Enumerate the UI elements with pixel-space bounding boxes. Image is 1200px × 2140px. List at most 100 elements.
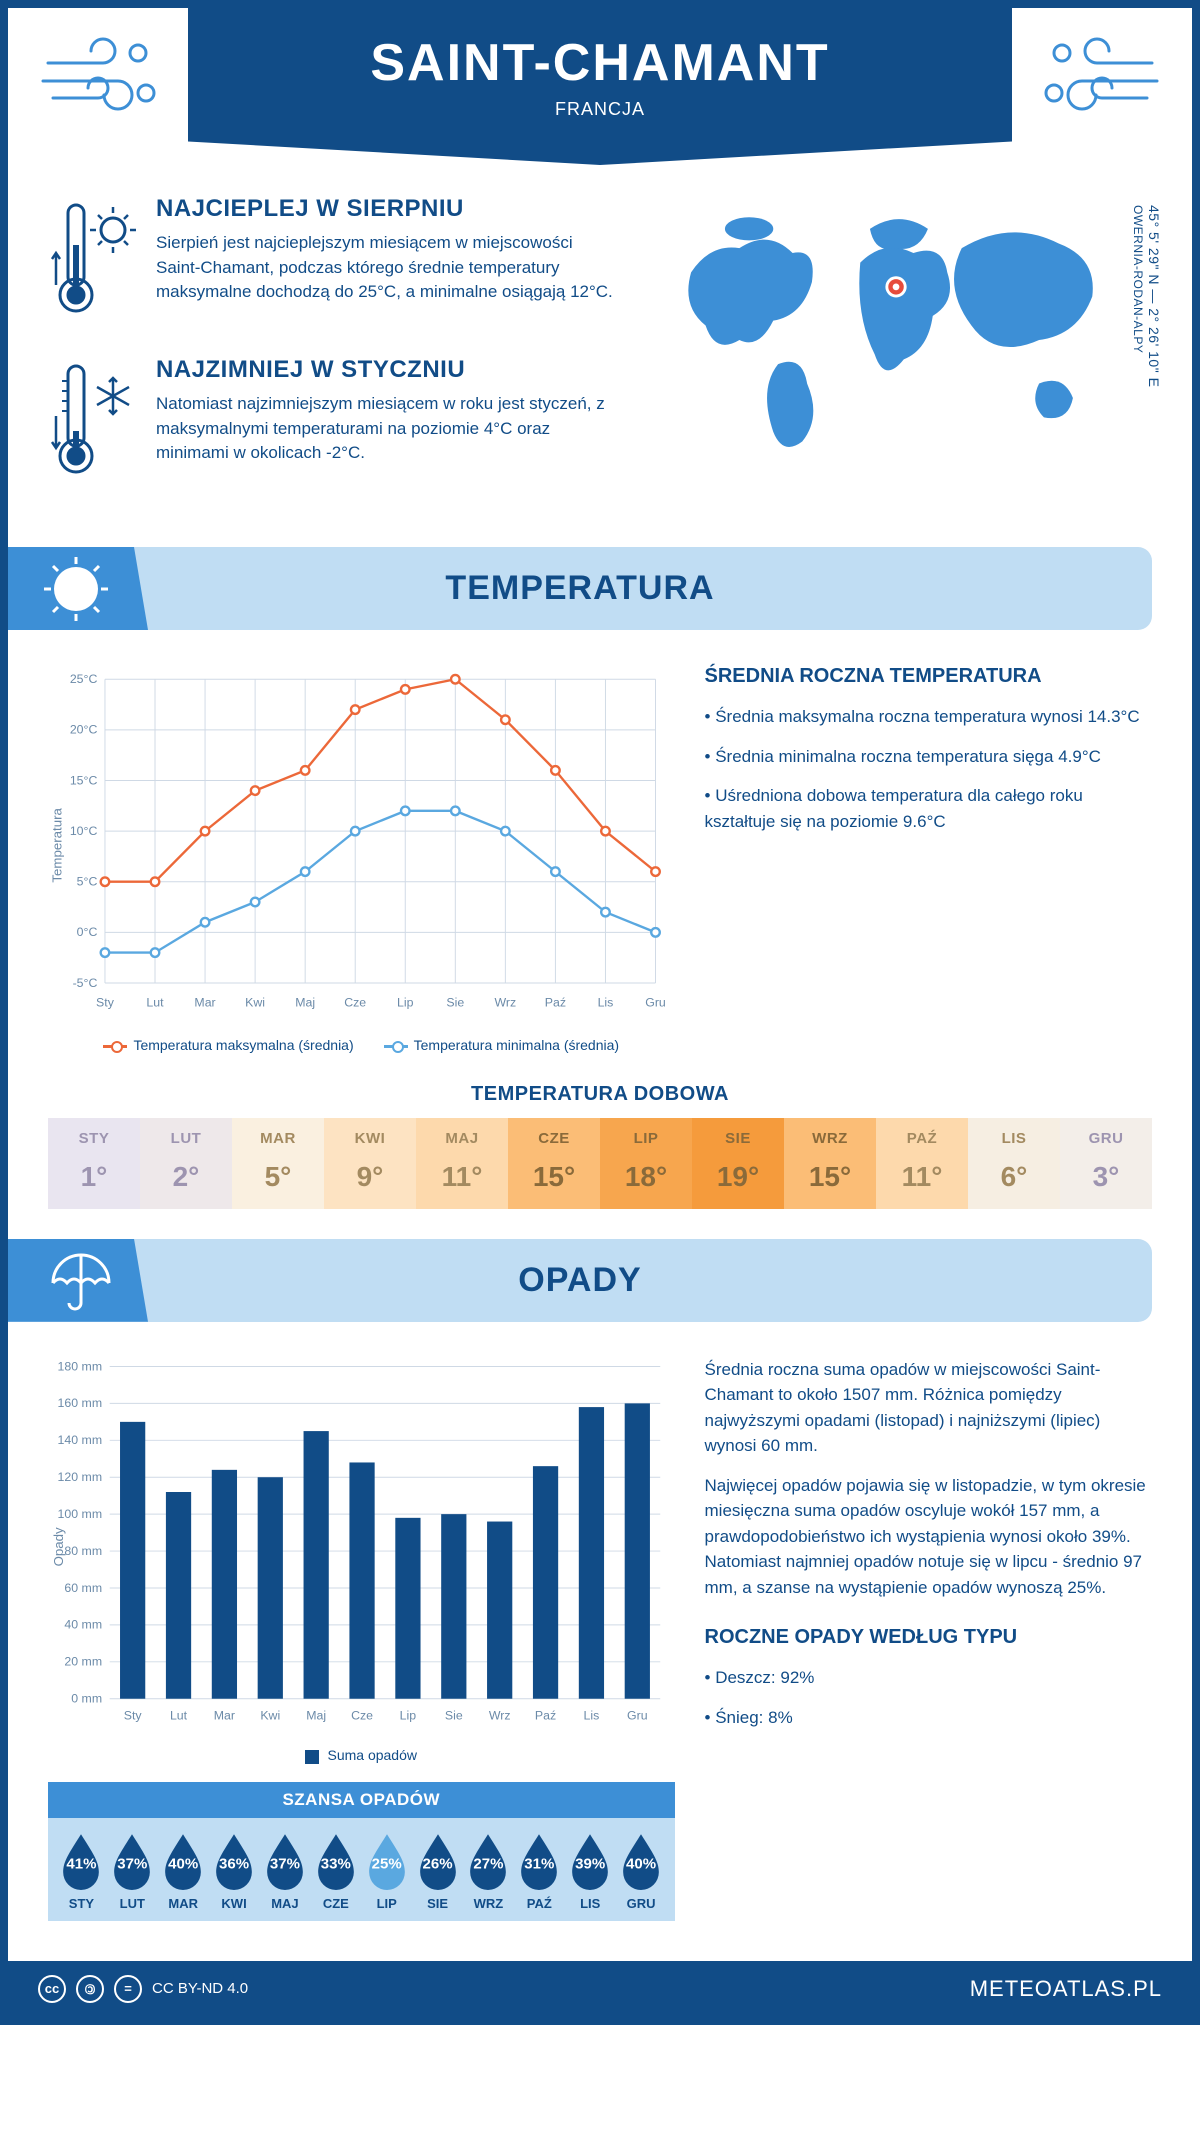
cold-title: NAJZIMNIEJ W STYCZNIU <box>156 356 616 384</box>
svg-text:Cze: Cze <box>344 996 366 1010</box>
svg-text:Sie: Sie <box>445 1708 463 1722</box>
rain-chance-cell: 40%MAR <box>158 1832 209 1911</box>
hot-month-block: NAJCIEPLEJ W SIERPNIU Sierpień jest najc… <box>48 195 616 330</box>
svg-text:0 mm: 0 mm <box>71 1691 102 1705</box>
svg-text:Gru: Gru <box>645 996 666 1010</box>
precip-chart-legend: Suma opadów <box>48 1747 675 1763</box>
rain-chance-cell: 33%CZE <box>310 1832 361 1911</box>
hot-text: Sierpień jest najcieplejszym miesiącem w… <box>156 231 616 305</box>
rain-chance-cell: 40%GRU <box>616 1832 667 1911</box>
svg-text:Paź: Paź <box>545 996 566 1010</box>
svg-text:5°C: 5°C <box>77 875 98 889</box>
temperature-line-chart: -5°C0°C5°C10°C15°C20°C25°CStyLutMarKwiMa… <box>48 665 675 1026</box>
svg-text:Opady: Opady <box>51 1527 66 1566</box>
by-icon: 🄯 <box>76 1975 104 2003</box>
svg-text:Kwi: Kwi <box>245 996 265 1010</box>
daily-temp-cell: LIS6° <box>968 1118 1060 1209</box>
daily-temp-grid: STY1°LUT2°MAR5°KWI9°MAJ11°CZE15°LIP18°SI… <box>48 1118 1152 1209</box>
svg-text:Sty: Sty <box>124 1708 143 1722</box>
svg-text:Wrz: Wrz <box>495 996 517 1010</box>
svg-text:120 mm: 120 mm <box>58 1470 103 1484</box>
sun-icon <box>8 547 148 630</box>
umbrella-icon <box>8 1239 148 1322</box>
svg-text:20 mm: 20 mm <box>64 1654 102 1668</box>
rain-chance-cell: 25%LIP <box>361 1832 412 1911</box>
svg-text:100 mm: 100 mm <box>58 1507 103 1521</box>
svg-text:60 mm: 60 mm <box>64 1580 102 1594</box>
svg-text:25°C: 25°C <box>70 672 98 686</box>
daily-temp-cell: STY1° <box>48 1118 140 1209</box>
daily-temp-cell: CZE15° <box>508 1118 600 1209</box>
annual-temp-line: Średnia minimalna roczna temperatura się… <box>705 744 1153 770</box>
daily-temp-cell: PAŹ11° <box>876 1118 968 1209</box>
svg-text:15°C: 15°C <box>70 773 98 787</box>
world-map <box>636 195 1152 485</box>
annual-temp-line: Średnia maksymalna roczna temperatura wy… <box>705 704 1153 730</box>
svg-text:Lis: Lis <box>584 1708 600 1722</box>
wind-icon <box>38 33 168 128</box>
precip-type-line: Deszcz: 92% <box>705 1665 1153 1691</box>
precip-type-title: ROCZNE OPADY WEDŁUG TYPU <box>705 1626 1153 1649</box>
svg-text:Mar: Mar <box>194 996 215 1010</box>
cold-text: Natomiast najzimniejszym miesiącem w rok… <box>156 392 616 466</box>
svg-text:Lis: Lis <box>598 996 614 1010</box>
rain-chance-cell: 36%KWI <box>209 1832 260 1911</box>
license-label: CC BY-ND 4.0 <box>152 1980 248 1997</box>
svg-text:Lut: Lut <box>170 1708 188 1722</box>
temp-chart-legend: Temperatura maksymalna (średnia) Tempera… <box>48 1037 675 1053</box>
rain-chance-cell: 41%STY <box>56 1832 107 1911</box>
rain-chance-title: SZANSA OPADÓW <box>48 1782 675 1818</box>
header-banner: SAINT-CHAMANT FRANCJA <box>188 8 1012 165</box>
rain-chance-cell: 31%PAŹ <box>514 1832 565 1911</box>
daily-temp-cell: MAJ11° <box>416 1118 508 1209</box>
precip-text: Najwięcej opadów pojawia się w listopadz… <box>705 1473 1153 1601</box>
precipitation-section-header: OPADY <box>8 1239 1152 1322</box>
svg-text:20°C: 20°C <box>70 723 98 737</box>
annual-temp-line: Uśredniona dobowa temperatura dla całego… <box>705 783 1153 834</box>
wind-icon <box>1032 33 1162 128</box>
rain-chance-cell: 37%LUT <box>107 1832 158 1911</box>
svg-text:Temperatura: Temperatura <box>49 807 64 882</box>
svg-text:0°C: 0°C <box>77 925 98 939</box>
svg-text:Mar: Mar <box>214 1708 235 1722</box>
svg-text:160 mm: 160 mm <box>58 1396 103 1410</box>
svg-text:Gru: Gru <box>627 1708 648 1722</box>
coordinates: 45° 5' 29" N — 2° 26' 10" E OWERNIA-RODA… <box>1130 205 1162 387</box>
country-label: FRANCJA <box>208 99 992 120</box>
precip-text: Średnia roczna suma opadów w miejscowośc… <box>705 1357 1153 1459</box>
svg-text:10°C: 10°C <box>70 824 98 838</box>
rain-chance-cell: 26%SIE <box>412 1832 463 1911</box>
precipitation-bar-chart: 0 mm 20 mm 40 mm 60 mm 80 mm 100 mm 120 mm 140 … <box>48 1357 675 1737</box>
site-label: METEOATLAS.PL <box>970 1976 1162 2002</box>
svg-text:Sie: Sie <box>446 996 464 1010</box>
svg-text:180 mm: 180 mm <box>58 1359 103 1373</box>
svg-text:Sty: Sty <box>96 996 115 1010</box>
footer: cc 🄯 = CC BY-ND 4.0 METEOATLAS.PL <box>8 1961 1192 2017</box>
svg-text:40 mm: 40 mm <box>64 1617 102 1631</box>
svg-text:Lip: Lip <box>400 1708 417 1722</box>
svg-text:80 mm: 80 mm <box>64 1544 102 1558</box>
svg-text:Lip: Lip <box>397 996 414 1010</box>
thermometer-sun-icon <box>48 195 138 330</box>
daily-temp-cell: GRU3° <box>1060 1118 1152 1209</box>
daily-temp-title: TEMPERATURA DOBOWA <box>8 1083 1192 1106</box>
daily-temp-cell: WRZ15° <box>784 1118 876 1209</box>
svg-text:Paź: Paź <box>535 1708 556 1722</box>
svg-text:Maj: Maj <box>295 996 315 1010</box>
rain-chance-cell: 39%LIS <box>565 1832 616 1911</box>
daily-temp-cell: KWI9° <box>324 1118 416 1209</box>
thermometer-snow-icon <box>48 356 138 491</box>
cc-icon: cc <box>38 1975 66 2003</box>
svg-text:Wrz: Wrz <box>489 1708 511 1722</box>
hot-title: NAJCIEPLEJ W SIERPNIU <box>156 195 616 223</box>
temperature-section-header: TEMPERATURA <box>8 547 1152 630</box>
nd-icon: = <box>114 1975 142 2003</box>
svg-text:140 mm: 140 mm <box>58 1433 103 1447</box>
daily-temp-cell: MAR5° <box>232 1118 324 1209</box>
svg-text:Cze: Cze <box>351 1708 373 1722</box>
svg-text:Kwi: Kwi <box>260 1708 280 1722</box>
daily-temp-cell: SIE19° <box>692 1118 784 1209</box>
precip-type-line: Śnieg: 8% <box>705 1705 1153 1731</box>
svg-text:Maj: Maj <box>306 1708 326 1722</box>
rain-chance-box: SZANSA OPADÓW 41%STY37%LUT40%MAR36%KWI37… <box>48 1782 675 1921</box>
